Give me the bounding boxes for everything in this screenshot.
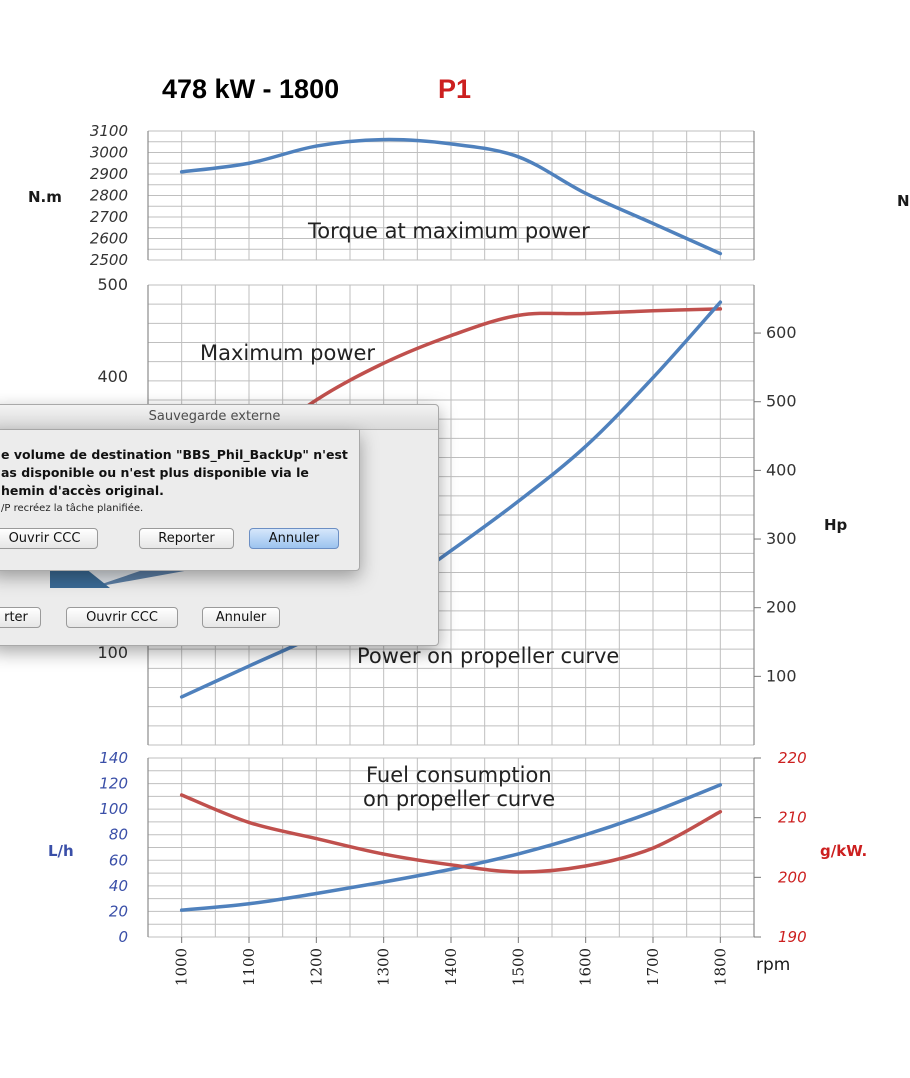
tick-label: 2700 (90, 208, 128, 226)
tick-label: 200 (766, 598, 797, 617)
x-tick-label: 1000 (173, 948, 191, 986)
torque-annotation: Torque at maximum power (307, 219, 590, 243)
tick-label: 190 (778, 928, 807, 946)
dialog-title: Sauvegarde externe (0, 405, 438, 430)
tick-label: 120 (99, 775, 128, 793)
torque-chart: 2500 2600 2700 2800 2900 3000 3100 (90, 122, 755, 269)
tick-label: 140 (99, 749, 128, 767)
fuel-chart: 0 20 40 60 80 100 120 140 190 200 210 220 1000 1100 12… (99, 749, 806, 986)
dialog-sub-message: /P recréez la tâche planifiée. (1, 503, 144, 514)
x-tick-label: 1600 (577, 948, 595, 986)
tick-label: 2900 (90, 165, 128, 183)
x-tick-label: 1100 (240, 948, 258, 986)
torque-unit-label: N.m (28, 188, 62, 206)
tick-label: 220 (778, 749, 807, 767)
tick-label: 500 (97, 275, 128, 294)
tick-label: 2800 (90, 187, 128, 205)
tick-label: 60 (109, 851, 128, 869)
open-ccc-button[interactable]: Ouvrir CCC (0, 528, 98, 549)
reporter-button-back[interactable]: rter (0, 607, 41, 628)
tick-label: 100 (97, 643, 128, 662)
tick-label: 500 (766, 392, 797, 411)
cancel-button-back[interactable]: Annuler (202, 607, 280, 628)
tick-label: 3000 (90, 144, 128, 162)
x-tick-label: 1400 (442, 948, 460, 986)
fuel-annotation-line1: Fuel consumption (366, 763, 552, 787)
tick-label: 3100 (90, 122, 128, 140)
tick-label: 0 (118, 928, 128, 946)
x-tick-label: 1700 (644, 948, 662, 986)
series-line (179, 300, 723, 699)
hp-unit-label: Hp (824, 516, 848, 534)
reporter-button[interactable]: Reporter (139, 528, 234, 549)
x-tick-label: 1800 (711, 948, 729, 986)
tick-label: 400 (97, 367, 128, 386)
fuel-gkw-unit-label: g/kW. (820, 842, 868, 860)
fuel-annotation-line2: on propeller curve (363, 787, 555, 811)
propeller-power-annotation: Power on propeller curve (357, 644, 619, 668)
max-power-annotation: Maximum power (200, 341, 375, 365)
tick-label: 2500 (90, 251, 128, 269)
tick-label: 100 (766, 666, 797, 685)
open-ccc-button-back[interactable]: Ouvrir CCC (66, 607, 178, 628)
cut-off-unit-label: N (897, 192, 910, 210)
tick-label: 200 (778, 868, 807, 886)
tick-label: 210 (778, 809, 807, 827)
tick-label: 20 (109, 902, 128, 920)
engine-rating-title: 478 kW - 1800 (162, 74, 340, 104)
cancel-button[interactable]: Annuler (249, 528, 339, 549)
x-tick-label: 1300 (375, 948, 393, 986)
backup-dialog-front: e volume de destination "BBS_Phil_BackUp… (0, 430, 360, 571)
tick-label: 80 (109, 826, 128, 844)
profile-label: P1 (438, 74, 472, 104)
fuel-lh-unit-label: L/h (48, 842, 74, 860)
tick-label: 2600 (90, 230, 128, 248)
tick-label: 600 (766, 323, 797, 342)
tick-label: 100 (99, 800, 128, 818)
tick-label: 400 (766, 460, 797, 479)
rpm-unit-label: rpm (756, 955, 791, 975)
dialog-message: e volume de destination "BBS_Phil_BackUp… (1, 447, 348, 498)
x-tick-label: 1200 (307, 948, 325, 986)
tick-label: 40 (109, 877, 128, 895)
x-tick-label: 1500 (509, 948, 527, 986)
tick-label: 300 (766, 529, 797, 548)
